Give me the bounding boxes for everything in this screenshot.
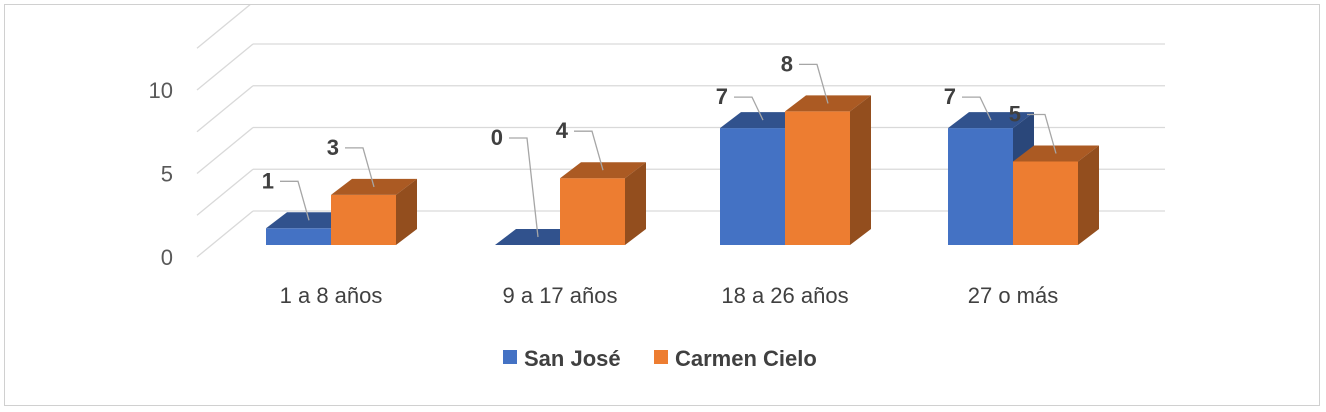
svg-text:8: 8	[781, 51, 793, 76]
bar-carmen-cielo-27-o-mas	[1013, 145, 1099, 245]
gridline-side	[196, 168, 254, 216]
category-label: 18 a 26 años	[721, 283, 848, 308]
bar-carmen-cielo-9-a-17-anos	[560, 162, 646, 245]
legend: San José Carmen Cielo	[503, 346, 817, 371]
legend-label-san-jose: San José	[524, 346, 621, 371]
data-label-carmen-cielo-27-o-mas: 5	[1009, 102, 1057, 154]
svg-text:4: 4	[556, 118, 569, 143]
svg-text:0: 0	[491, 125, 503, 150]
chart-svg: 0 5 10 1 3 0 4 7 8 7 5 1 a 8 años 9 a 17 años 18 a …	[149, 1, 1165, 371]
gridline-side	[196, 43, 254, 91]
y-tick-label: 10	[149, 78, 173, 103]
data-label-san-jose-18-a-26-anos: 7	[716, 84, 764, 121]
y-tick-label: 0	[161, 245, 173, 270]
data-label-carmen-cielo-18-a-26-anos: 8	[781, 51, 829, 104]
bar-carmen-cielo-18-a-26-anos	[785, 95, 871, 246]
y-axis-ticks: 0 5 10	[149, 78, 173, 270]
y-tick-label: 5	[161, 162, 173, 187]
svg-text:5: 5	[1009, 102, 1021, 127]
category-label: 1 a 8 años	[280, 283, 383, 308]
data-label-san-jose-9-a-17-anos: 0	[491, 125, 539, 238]
data-label-san-jose-27-o-mas: 7	[944, 84, 992, 121]
category-label: 27 o más	[968, 283, 1059, 308]
bar-carmen-cielo-1-a-8-anos	[331, 178, 417, 245]
svg-text:7: 7	[944, 84, 956, 109]
chart-frame: 0 5 10 1 3 0 4 7 8 7 5 1 a 8 años 9 a 17 años 18 a …	[4, 1, 1320, 406]
data-label-carmen-cielo-1-a-8-anos: 3	[327, 135, 375, 188]
gridline-side	[196, 126, 254, 175]
svg-text:1: 1	[262, 168, 274, 193]
bar-layer	[266, 95, 1099, 246]
gridline-side	[196, 85, 254, 133]
data-label-carmen-cielo-9-a-17-anos: 4	[556, 118, 604, 171]
gridline-side	[196, 210, 254, 258]
legend-swatch-san-jose	[503, 350, 517, 364]
category-axis: 1 a 8 años 9 a 17 años 18 a 26 años 27 o má…	[280, 283, 1059, 308]
gridline-side	[196, 1, 254, 49]
data-label-layer: 1 3 0 4 7 8 7 5	[262, 51, 1057, 238]
svg-text:7: 7	[716, 84, 728, 109]
svg-text:3: 3	[327, 135, 339, 160]
legend-swatch-carmen-cielo	[654, 350, 668, 364]
category-label: 9 a 17 años	[503, 283, 618, 308]
data-label-san-jose-1-a-8-anos: 1	[262, 168, 310, 221]
legend-label-carmen-cielo: Carmen Cielo	[675, 346, 817, 371]
